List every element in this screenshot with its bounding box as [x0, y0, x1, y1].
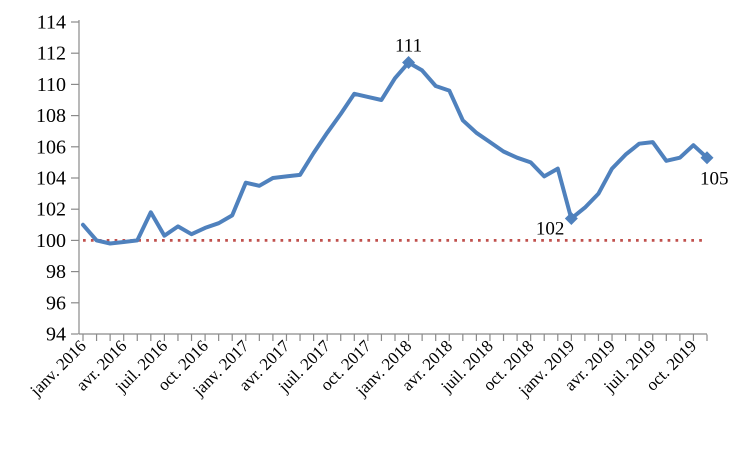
- y-axis-label: 100: [36, 230, 66, 252]
- y-axis-label: 114: [37, 12, 66, 34]
- y-axis-label: 112: [37, 43, 66, 65]
- y-axis-label: 94: [46, 324, 66, 346]
- diamond-marker: [700, 151, 714, 165]
- data-label: 111: [395, 36, 422, 57]
- y-axis-label: 108: [36, 105, 66, 127]
- series-line: [81, 60, 709, 246]
- y-axis-label: 102: [36, 199, 66, 221]
- y-axis-label: 106: [36, 136, 66, 158]
- data-label: 102: [536, 219, 565, 240]
- diamond-marker: [402, 56, 416, 70]
- y-axis-label: 110: [37, 74, 66, 96]
- diamond-marker: [564, 212, 578, 226]
- y-axis-label: 98: [46, 261, 66, 283]
- y-axis-label: 104: [36, 168, 66, 190]
- y-axis-label: 96: [46, 292, 66, 314]
- data-label: 105: [700, 169, 729, 190]
